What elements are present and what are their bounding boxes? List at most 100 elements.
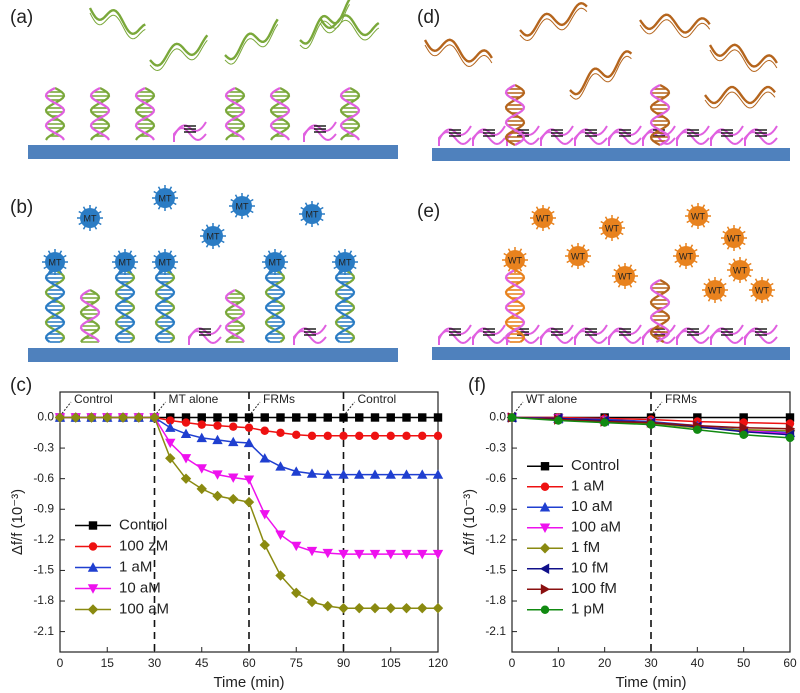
probe xyxy=(574,130,608,146)
marker xyxy=(417,469,428,479)
probe xyxy=(188,329,222,345)
particle-label: MT xyxy=(84,213,97,223)
x-tick-label: 60 xyxy=(242,656,256,670)
annotation-arrow xyxy=(61,401,72,414)
marker xyxy=(259,510,270,520)
x-tick-label: 50 xyxy=(737,656,751,670)
free-strand xyxy=(423,38,493,63)
marker xyxy=(433,413,443,422)
marker xyxy=(166,416,175,425)
strand xyxy=(649,279,671,343)
probe xyxy=(188,324,222,340)
marker xyxy=(402,413,411,422)
marker xyxy=(86,412,97,423)
marker xyxy=(180,428,192,439)
strand xyxy=(114,269,136,343)
particle xyxy=(602,218,622,238)
substrate xyxy=(432,347,790,360)
marker xyxy=(739,413,748,422)
strand xyxy=(339,87,361,141)
particle-label: WT xyxy=(679,251,693,261)
marker xyxy=(600,418,609,427)
particle-label: WT xyxy=(708,285,722,295)
marker xyxy=(306,468,318,478)
probe xyxy=(574,324,608,340)
probe xyxy=(710,130,744,146)
marker xyxy=(693,425,702,434)
marker xyxy=(149,412,160,423)
annotation: FRMs xyxy=(665,392,697,406)
legend-label: 1 pM xyxy=(571,601,604,618)
particle xyxy=(688,206,708,226)
marker xyxy=(196,483,207,495)
marker xyxy=(338,602,349,614)
particle-label: WT xyxy=(508,255,522,265)
marker xyxy=(197,413,206,422)
free-strand xyxy=(149,39,208,72)
strand xyxy=(224,289,246,343)
legend-marker xyxy=(88,521,98,530)
substrate xyxy=(28,348,398,362)
legend-marker xyxy=(540,605,550,614)
legend-marker xyxy=(539,543,551,554)
legend-label: 100 zM xyxy=(119,537,168,554)
marker xyxy=(259,453,270,463)
annotation: Control xyxy=(74,392,113,406)
legend-label: Control xyxy=(571,457,619,474)
particle-label: MT xyxy=(119,257,132,267)
panel-label: (d) xyxy=(417,7,440,28)
particle xyxy=(705,280,725,300)
marker xyxy=(165,422,176,432)
y-tick-label: -0.9 xyxy=(33,501,54,515)
marker xyxy=(291,466,302,476)
particle xyxy=(80,208,100,228)
marker xyxy=(212,434,223,445)
probe xyxy=(438,329,472,345)
y-axis-label: Δf/f (10⁻³) xyxy=(461,489,478,555)
free-strand xyxy=(569,50,633,96)
marker xyxy=(275,570,286,581)
particle-label: WT xyxy=(536,213,550,223)
probe xyxy=(744,130,778,146)
substrate xyxy=(28,145,398,159)
particle-label: WT xyxy=(733,265,747,275)
marker xyxy=(322,548,333,559)
particle xyxy=(302,204,322,224)
y-tick-label: -1.2 xyxy=(485,532,506,546)
x-tick-label: 0 xyxy=(509,656,516,670)
free-strand xyxy=(708,43,778,68)
strand xyxy=(89,87,111,141)
probe xyxy=(710,125,744,141)
legend-marker xyxy=(540,462,550,471)
free-strand xyxy=(704,85,776,105)
annotation-arrow xyxy=(652,401,663,414)
strand xyxy=(154,269,176,343)
particle xyxy=(45,252,65,272)
strand xyxy=(504,84,526,146)
marker xyxy=(785,433,795,443)
free-strand xyxy=(704,91,776,109)
particle xyxy=(232,196,252,216)
particle xyxy=(568,246,588,266)
annotation-arrow xyxy=(513,401,524,414)
marker xyxy=(228,493,239,505)
free-strand xyxy=(88,7,146,36)
panel-label: (c) xyxy=(10,375,32,396)
x-tick-label: 40 xyxy=(691,656,705,670)
probe xyxy=(608,130,642,146)
particle-label: MT xyxy=(339,257,352,267)
marker xyxy=(554,416,563,425)
marker xyxy=(355,413,364,422)
annotation: Control xyxy=(358,392,397,406)
marker xyxy=(243,475,255,485)
marker xyxy=(433,431,443,441)
marker xyxy=(259,539,270,551)
strand xyxy=(44,269,66,343)
strand xyxy=(224,87,246,141)
probe xyxy=(173,126,207,142)
x-tick-label: 0 xyxy=(57,656,64,670)
particle-label: WT xyxy=(727,233,741,243)
marker xyxy=(212,490,223,502)
strand xyxy=(134,87,156,141)
